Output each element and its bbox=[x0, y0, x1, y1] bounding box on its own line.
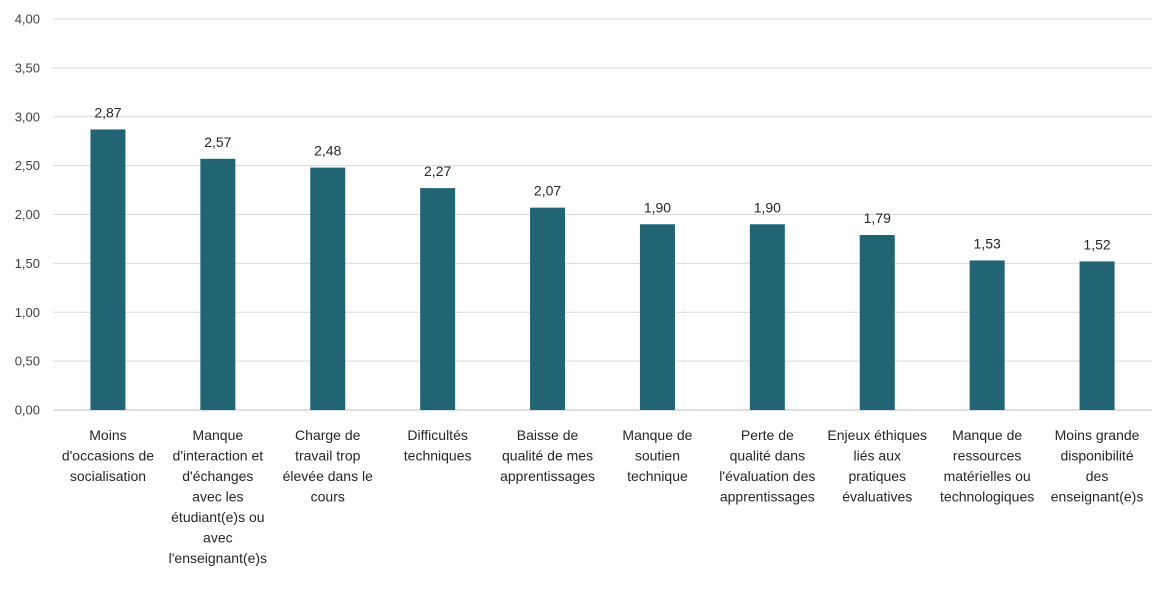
y-tick-label: 0,50 bbox=[15, 354, 40, 369]
data-label: 1,90 bbox=[644, 199, 671, 215]
data-label: 1,53 bbox=[974, 235, 1001, 251]
data-label: 1,90 bbox=[754, 199, 781, 215]
category-label: Enjeux éthiques liés aux pratiques évaluati… bbox=[827, 427, 927, 505]
category-label: Baisse de qualité de mes apprentissages bbox=[500, 427, 595, 484]
y-tick-label: 3,00 bbox=[15, 109, 40, 124]
category-label: Moins d'occasions de socialisation bbox=[62, 427, 154, 484]
y-tick-label: 1,50 bbox=[15, 256, 40, 271]
category-label: Manque de ressources matérielles ou technol… bbox=[940, 427, 1034, 505]
bar bbox=[530, 207, 566, 410]
category-label: Difficultés techniques bbox=[404, 427, 472, 464]
bar bbox=[859, 235, 895, 410]
category-label: Manque de soutien technique bbox=[622, 427, 692, 484]
category-label: Perte de qualité dans l'évaluation des appr… bbox=[719, 427, 815, 505]
bar bbox=[749, 224, 785, 410]
bar bbox=[639, 224, 675, 410]
data-label: 2,48 bbox=[314, 143, 341, 159]
data-label: 1,52 bbox=[1083, 236, 1110, 252]
y-axis-tick-labels: 0,00 0,50 1,00 1,50 2,00 2,50 3,00 3,50 4,00 bbox=[15, 12, 40, 418]
data-label: 2,07 bbox=[534, 183, 561, 199]
y-tick-label: 2,50 bbox=[15, 158, 40, 173]
bar bbox=[90, 129, 126, 410]
bar bbox=[1079, 261, 1115, 410]
category-label: Charge de travail trop élevée dans le cours bbox=[283, 427, 374, 505]
y-tick-label: 1,00 bbox=[15, 305, 40, 320]
bar bbox=[969, 260, 1005, 410]
bar bbox=[310, 167, 346, 410]
data-labels: 2,87 2,57 2,48 2,27 2,07 1,90 1,90 1,79 1,53 1,52 bbox=[94, 104, 1111, 252]
y-tick-label: 0,00 bbox=[15, 403, 40, 418]
y-tick-label: 4,00 bbox=[15, 12, 40, 27]
data-label: 1,79 bbox=[864, 210, 891, 226]
data-label: 2,27 bbox=[424, 163, 451, 179]
bars bbox=[90, 129, 1115, 410]
data-label: 2,87 bbox=[94, 104, 121, 120]
category-label: Manque d'interaction et d'échanges avec les… bbox=[169, 427, 267, 566]
bar bbox=[420, 188, 456, 410]
category-label: Moins grande disponibilité des enseignant(e… bbox=[1051, 427, 1144, 505]
bar bbox=[200, 158, 236, 410]
y-tick-label: 3,50 bbox=[15, 60, 40, 75]
data-label: 2,57 bbox=[204, 134, 231, 150]
y-tick-label: 2,00 bbox=[15, 207, 40, 222]
category-labels: Moins d'occasions de socialisation Manque d'… bbox=[62, 427, 1144, 566]
gridlines bbox=[53, 18, 1152, 411]
